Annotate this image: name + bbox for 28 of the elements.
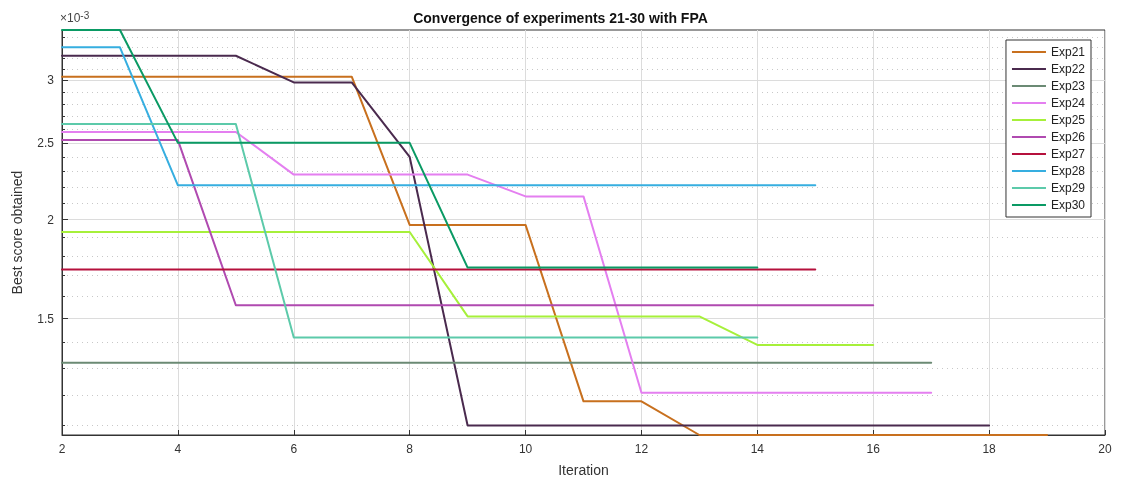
x-tick-label: 2: [58, 442, 66, 456]
y-tick-label: 3: [47, 73, 55, 88]
legend-label: Exp22: [1050, 62, 1086, 76]
legend-label: Exp24: [1050, 96, 1086, 110]
y-tick-label: 1.5: [37, 311, 55, 326]
legend-label: Exp26: [1050, 130, 1086, 144]
x-tick-label: 10: [518, 442, 533, 456]
legend-label: Exp30: [1050, 198, 1086, 212]
y-tick-label: 2.5: [37, 135, 55, 150]
legend-label: Exp25: [1050, 113, 1086, 127]
line-series: [61, 131, 933, 394]
x-tick-label: 16: [866, 442, 881, 456]
legend-label: Exp29: [1050, 181, 1086, 195]
x-tick-label: 14: [750, 442, 765, 456]
x-tick-label: 8: [406, 442, 414, 456]
x-tick-label: 20: [1098, 442, 1112, 456]
x-tick-label: 6: [290, 442, 298, 456]
x-axis-title: Iteration: [558, 462, 609, 478]
legend-label: Exp28: [1050, 164, 1086, 178]
y-axis-title: Best score obtained: [9, 170, 25, 295]
x-tick-label: 12: [634, 442, 649, 456]
chart-title: Convergence of experiments 21-30 with FPA: [413, 10, 708, 26]
legend-label: Exp23: [1050, 79, 1086, 93]
legend-label: Exp21: [1050, 45, 1086, 59]
legend-label: Exp27: [1050, 147, 1086, 161]
x-tick-label: 4: [174, 442, 182, 456]
x-tick-label: 18: [982, 442, 997, 456]
y-tick-label: 2: [47, 212, 55, 227]
